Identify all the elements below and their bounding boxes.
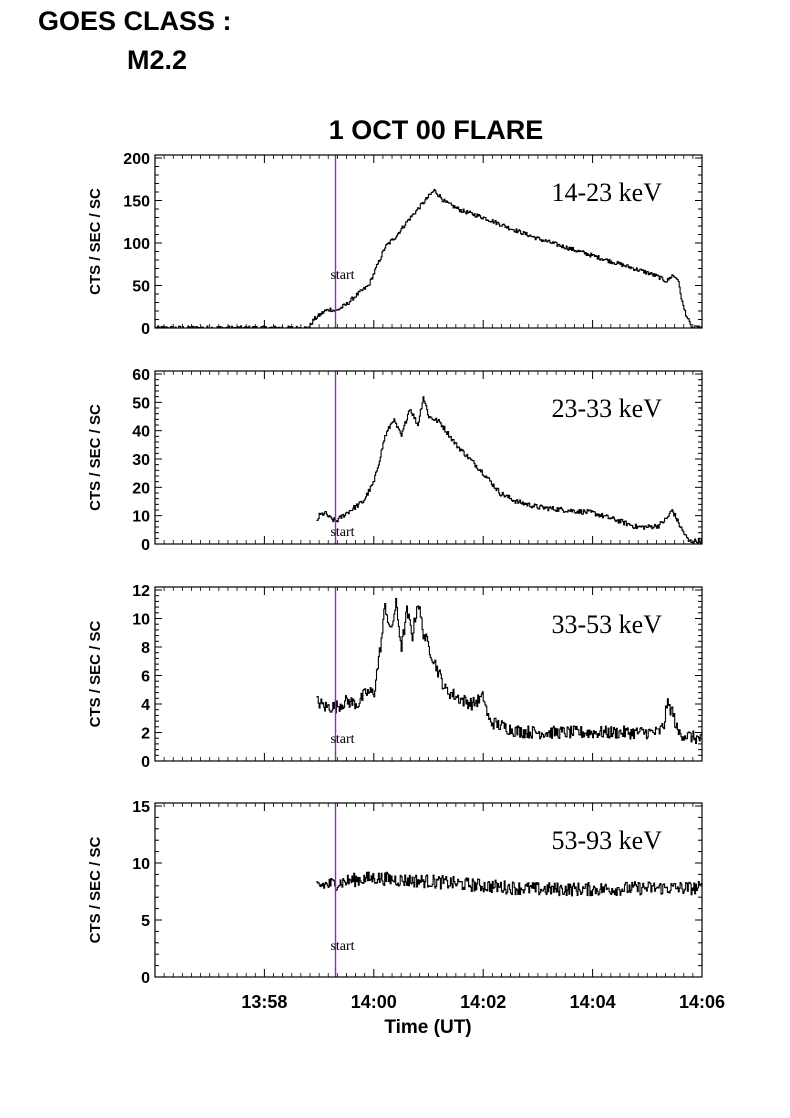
- y-tick-label: 8: [141, 640, 150, 657]
- y-tick-label: 40: [132, 424, 150, 441]
- x-tick-label: 14:04: [570, 992, 616, 1012]
- y-axis-label: CTS / SEC / SC: [87, 188, 104, 295]
- x-tick-label: 14:00: [351, 992, 397, 1012]
- x-tick-label: 14:02: [460, 992, 506, 1012]
- goes-class-label: GOES CLASS :: [38, 6, 232, 36]
- lightcurve-line: [316, 597, 703, 745]
- y-tick-label: 10: [132, 612, 150, 629]
- y-tick-label: 12: [132, 583, 150, 600]
- y-tick-label: 15: [132, 799, 150, 816]
- y-tick-label: 5: [141, 913, 150, 930]
- y-tick-label: 10: [132, 856, 150, 873]
- y-tick-label: 0: [141, 970, 150, 987]
- y-tick-label: 20: [132, 480, 150, 497]
- panel-frame: [154, 586, 703, 762]
- y-axis-label: CTS / SEC / SC: [87, 404, 104, 511]
- panel-frame: [154, 370, 703, 545]
- lightcurve-line: [316, 396, 703, 545]
- start-label: start: [330, 732, 354, 747]
- energy-band-label: 23-33 keV: [552, 394, 663, 423]
- y-tick-label: 4: [141, 697, 150, 714]
- y-tick-label: 0: [141, 537, 150, 554]
- x-axis-label: Time (UT): [384, 1017, 471, 1038]
- energy-band-label: 33-53 keV: [552, 610, 663, 639]
- y-tick-label: 150: [123, 194, 150, 211]
- y-tick-label: 50: [132, 279, 150, 296]
- panel-frame: [154, 154, 703, 329]
- y-tick-label: 200: [123, 151, 150, 168]
- y-axis-label: CTS / SEC / SC: [87, 620, 104, 727]
- y-tick-label: 6: [141, 669, 150, 686]
- y-tick-label: 2: [141, 726, 150, 743]
- x-tick-label: 14:06: [679, 992, 725, 1012]
- panel-2: 0 10 20 30 40 50 60 start 23-33 keV CTS / SEC / S…: [87, 367, 703, 554]
- panel-3: 0 2 4 6 8 10 12 start 33-53 keV CTS / SEC / SC: [87, 583, 703, 771]
- lightcurve-line: [155, 188, 703, 329]
- y-tick-label: 100: [123, 236, 150, 253]
- energy-band-label: 53-93 keV: [552, 826, 663, 855]
- y-tick-label: 50: [132, 395, 150, 412]
- y-tick-label: 30: [132, 452, 150, 469]
- y-tick-label: 10: [132, 509, 150, 526]
- lightcurve-line: [316, 871, 703, 897]
- x-tick-label: 13:58: [241, 992, 287, 1012]
- start-label: start: [330, 939, 354, 954]
- panel-frame: [154, 802, 703, 978]
- goes-class-value: M2.2: [127, 45, 188, 75]
- y-tick-label: 0: [141, 321, 150, 338]
- energy-band-label: 14-23 keV: [552, 178, 663, 207]
- panel-4: 0 5 10 15 start 53-93 keV CTS / SEC / SC 13:58 1…: [87, 799, 725, 1012]
- plot-title: 1 OCT 00 FLARE: [329, 115, 544, 145]
- start-label: start: [330, 268, 354, 283]
- y-tick-label: 60: [132, 367, 150, 384]
- y-tick-label: 0: [141, 754, 150, 771]
- y-axis-label: CTS / SEC / SC: [87, 836, 104, 943]
- panel-1: 0 50 100 150 200 start 14-23 keV CTS / SEC / SC: [87, 151, 703, 338]
- start-label: start: [330, 525, 354, 540]
